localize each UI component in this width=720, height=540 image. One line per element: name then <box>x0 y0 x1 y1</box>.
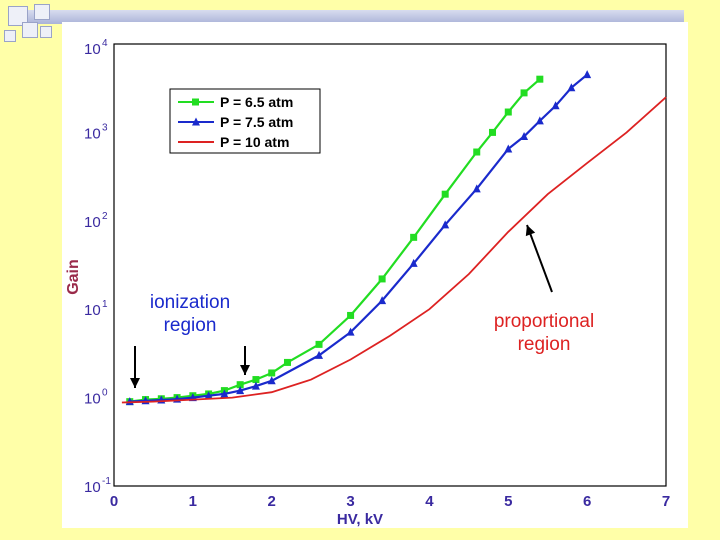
data-point-square <box>378 275 386 283</box>
data-point-triangle <box>267 376 276 385</box>
data-point-square <box>473 148 481 156</box>
decor-square <box>4 30 16 42</box>
data-point-square <box>520 89 528 97</box>
series-line-2 <box>129 73 588 403</box>
y-tick-exponent: -1 <box>102 476 111 487</box>
y-tick-exponent: 3 <box>102 122 108 133</box>
slide-header-bar <box>24 10 684 24</box>
annotation-ionization-region: region <box>164 315 217 336</box>
x-tick-label: 0 <box>110 493 118 510</box>
legend-marker-square <box>192 98 199 106</box>
legend-entry-label: P = 7.5 atm <box>220 114 293 130</box>
decor-square <box>40 26 52 38</box>
data-point-triangle <box>236 386 245 395</box>
data-point-triangle <box>551 101 560 110</box>
arrow-ionization-left-head <box>130 378 140 388</box>
data-point-square <box>283 358 291 366</box>
data-point-triangle <box>204 391 213 400</box>
arrow-proportional-shaft <box>526 224 553 293</box>
data-point-triangle <box>251 381 260 390</box>
data-point-triangle <box>583 70 592 79</box>
y-tick-exponent: 2 <box>102 211 108 222</box>
y-axis-label: Gain <box>65 259 82 295</box>
x-tick-label: 3 <box>346 493 354 510</box>
x-tick-label: 7 <box>662 493 670 510</box>
x-tick-label: 6 <box>583 493 591 510</box>
data-point-triangle <box>441 220 450 229</box>
data-point-triangle <box>535 116 544 125</box>
data-point-square <box>347 311 355 319</box>
data-point-triangle <box>346 327 355 336</box>
data-point-square <box>236 381 244 389</box>
data-point-triangle <box>409 258 418 267</box>
y-tick-exponent: 0 <box>102 388 108 399</box>
arrow-proportional-head <box>525 225 536 237</box>
decor-square <box>22 22 38 38</box>
y-tick-label: 10 <box>84 302 101 319</box>
series-line-3 <box>121 96 667 404</box>
annotation-proportional-region: region <box>518 334 571 355</box>
decor-square <box>8 6 28 26</box>
data-point-triangle <box>504 144 513 153</box>
x-axis-label: HV, kV <box>337 511 383 528</box>
data-point-square <box>441 190 449 198</box>
data-point-square <box>504 108 512 116</box>
x-tick-label: 1 <box>189 493 197 510</box>
data-point-triangle <box>472 184 481 193</box>
legend-entry-label: P = 6.5 atm <box>220 94 293 110</box>
chart-panel: 0 1 2 3 4 5 6 7 10 -1 10 0 10 1 10 2 10 3 10 4 HV, kV Gain P … <box>62 22 688 528</box>
y-tick-label: 10 <box>84 214 101 231</box>
legend-marker-triangle <box>192 117 200 126</box>
data-point-triangle <box>378 296 387 305</box>
data-point-square <box>268 369 276 377</box>
data-point-triangle <box>220 389 229 398</box>
annotation-proportional-region: proportional <box>494 311 594 332</box>
y-tick-label: 10 <box>84 41 101 58</box>
data-point-triangle <box>520 131 529 140</box>
arrow-ionization-right-head <box>240 365 250 375</box>
y-tick-label: 10 <box>84 125 101 142</box>
data-point-square <box>315 340 323 348</box>
data-point-square <box>536 75 544 83</box>
data-point-triangle <box>315 350 324 359</box>
data-point-square <box>410 233 418 241</box>
x-tick-label: 2 <box>268 493 276 510</box>
y-tick-exponent: 4 <box>102 38 108 49</box>
x-tick-label: 4 <box>425 493 434 510</box>
y-tick-label: 10 <box>84 479 101 496</box>
annotation-ionization-region: ionization <box>150 292 230 313</box>
x-tick-label: 5 <box>504 493 512 510</box>
data-point-square <box>252 376 260 384</box>
y-tick-label: 10 <box>84 391 101 408</box>
legend-entry-label: P = 10 atm <box>220 134 289 150</box>
data-point-triangle <box>567 83 576 92</box>
decor-square <box>34 4 50 20</box>
data-point-square <box>489 128 497 136</box>
y-tick-exponent: 1 <box>102 299 108 310</box>
